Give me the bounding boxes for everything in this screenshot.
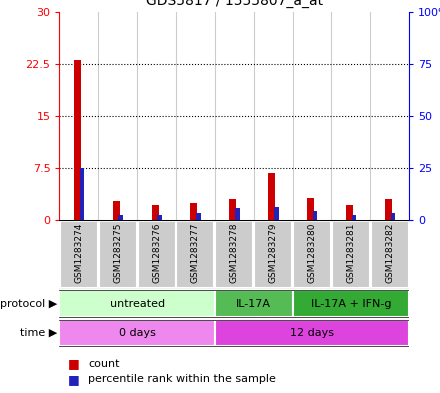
Bar [235,208,240,220]
Text: GSM1283281: GSM1283281 [346,223,356,283]
Bar [215,320,409,346]
Text: protocol ▶: protocol ▶ [0,299,57,309]
Bar [80,168,84,220]
Title: GDS5817 / 1555807_a_at: GDS5817 / 1555807_a_at [146,0,323,8]
Text: time ▶: time ▶ [20,328,57,338]
Bar [151,205,158,220]
Text: GSM1283280: GSM1283280 [308,223,316,283]
Bar [138,221,176,288]
Bar [293,290,409,317]
Text: GSM1283277: GSM1283277 [191,223,200,283]
Text: IL-17A: IL-17A [236,299,271,309]
Bar [268,173,275,220]
Bar [346,206,353,220]
Text: GSM1283282: GSM1283282 [385,223,394,283]
Bar [60,221,98,288]
Bar [371,221,409,288]
Bar [196,213,201,220]
Bar [391,213,395,220]
Bar [74,61,81,220]
Bar [274,207,279,220]
Text: GSM1283278: GSM1283278 [230,223,239,283]
Text: GSM1283275: GSM1283275 [113,223,122,283]
Text: count: count [88,358,120,369]
Bar [215,221,253,288]
Bar [113,201,120,220]
Text: GSM1283274: GSM1283274 [74,223,83,283]
Bar [352,215,356,220]
Bar [59,290,215,317]
Bar [293,221,331,288]
Bar [158,215,162,220]
Bar [254,221,292,288]
Text: 12 days: 12 days [290,328,334,338]
Text: 0 days: 0 days [119,328,156,338]
Bar [229,199,236,220]
Text: percentile rank within the sample: percentile rank within the sample [88,374,276,384]
Bar [215,290,293,317]
Text: ■: ■ [68,373,80,386]
Bar [313,211,318,220]
Bar [99,221,137,288]
Bar [191,204,198,220]
Text: GSM1283276: GSM1283276 [152,223,161,283]
Bar [59,320,215,346]
Bar [332,221,370,288]
Bar [176,221,214,288]
Text: IL-17A + IFN-g: IL-17A + IFN-g [311,299,391,309]
Text: GSM1283279: GSM1283279 [269,223,278,283]
Bar [385,199,392,220]
Bar [307,198,314,220]
Text: ■: ■ [68,357,80,370]
Bar [118,215,123,220]
Text: untreated: untreated [110,299,165,309]
